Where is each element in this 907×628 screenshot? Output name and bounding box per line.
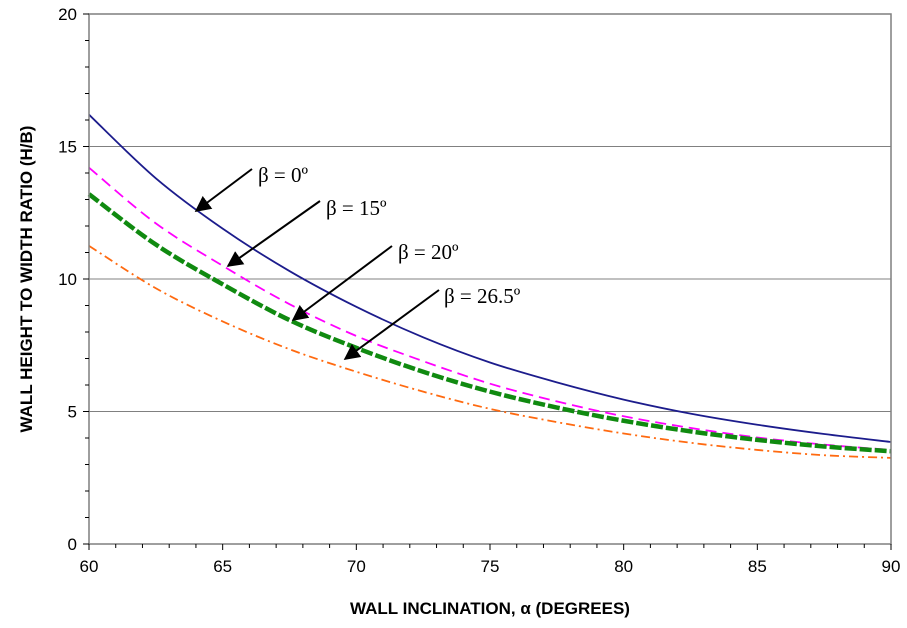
series-lines	[87, 114, 892, 459]
gridlines	[89, 146, 891, 412]
annotation-label-2: β = 20º	[398, 240, 459, 264]
annotations: β = 0º β = 15º β = 20º β = 26.5º	[194, 163, 521, 360]
y-tick-label-3: 15	[58, 138, 77, 157]
y-tick-label-4: 20	[58, 5, 77, 24]
y-tick-label-1: 5	[68, 403, 77, 422]
annotation-label-0: β = 0º	[258, 163, 309, 187]
x-tick-label-4: 80	[614, 557, 633, 576]
x-tick-label-1: 65	[213, 557, 232, 576]
axis-ticks	[83, 13, 892, 550]
x-tick-label-3: 75	[481, 557, 500, 576]
x-tick-label-2: 70	[347, 557, 366, 576]
annotation-arrow-2	[291, 245, 393, 321]
annotation-arrow-0	[194, 168, 253, 212]
x-tick-label-5: 85	[748, 557, 767, 576]
x-tick-label-6: 90	[882, 557, 901, 576]
annotation-arrow-3	[343, 289, 440, 360]
series-line-1	[88, 167, 892, 451]
y-tick-label-2: 10	[58, 270, 77, 289]
series-line-0	[88, 114, 892, 443]
annotation-label-1: β = 15º	[326, 196, 387, 220]
series-line-3	[88, 245, 892, 459]
x-axis-title: WALL INCLINATION, α (DEGREES)	[350, 599, 630, 618]
annotation-arrow-1	[226, 200, 321, 267]
tick-labels: 60 65 70 75 80 85 90 0 5 10 15 20	[58, 5, 900, 576]
x-tick-label-0: 60	[80, 557, 99, 576]
y-tick-label-0: 0	[68, 535, 77, 554]
annotation-label-3: β = 26.5º	[444, 284, 521, 308]
series-line-2	[87, 192, 892, 454]
y-axis-title: WALL HEIGHT TO WIDTH RATIO (H/B)	[17, 126, 36, 433]
